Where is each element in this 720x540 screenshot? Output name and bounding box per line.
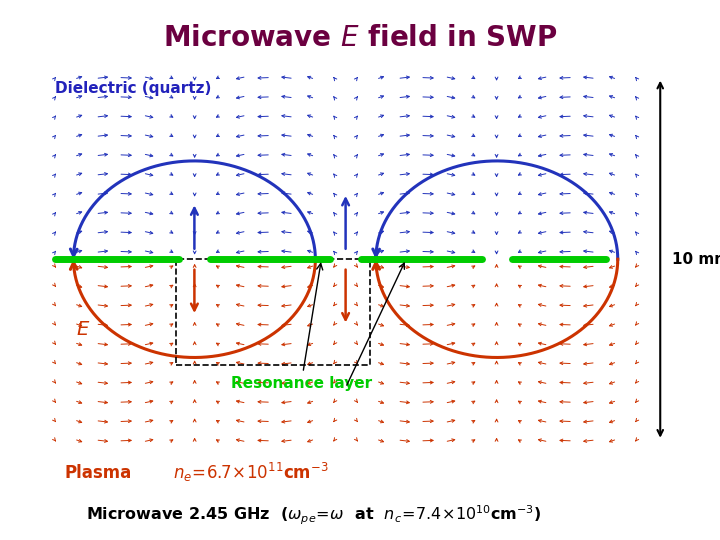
Text: $n_e\!=\!6.7\!\times\!10^{11}$cm$^{-3}$: $n_e\!=\!6.7\!\times\!10^{11}$cm$^{-3}$ xyxy=(173,461,328,484)
Bar xyxy=(176,259,370,365)
Text: Resonance layer: Resonance layer xyxy=(230,264,372,391)
Text: Microwave $\mathit{E}$ field in SWP: Microwave $\mathit{E}$ field in SWP xyxy=(163,24,557,52)
Text: Microwave 2.45 GHz  ($\omega_{pe}\!=\!\omega$  at  $n_c\!=\!7.4\!\times\!10^{10}: Microwave 2.45 GHz ($\omega_{pe}\!=\!\om… xyxy=(86,504,542,528)
Text: 10 mm: 10 mm xyxy=(672,252,720,267)
Text: Dielectric (quartz): Dielectric (quartz) xyxy=(55,81,212,96)
Text: Plasma: Plasma xyxy=(65,463,132,482)
Text: $\mathit{E}$: $\mathit{E}$ xyxy=(76,320,91,339)
